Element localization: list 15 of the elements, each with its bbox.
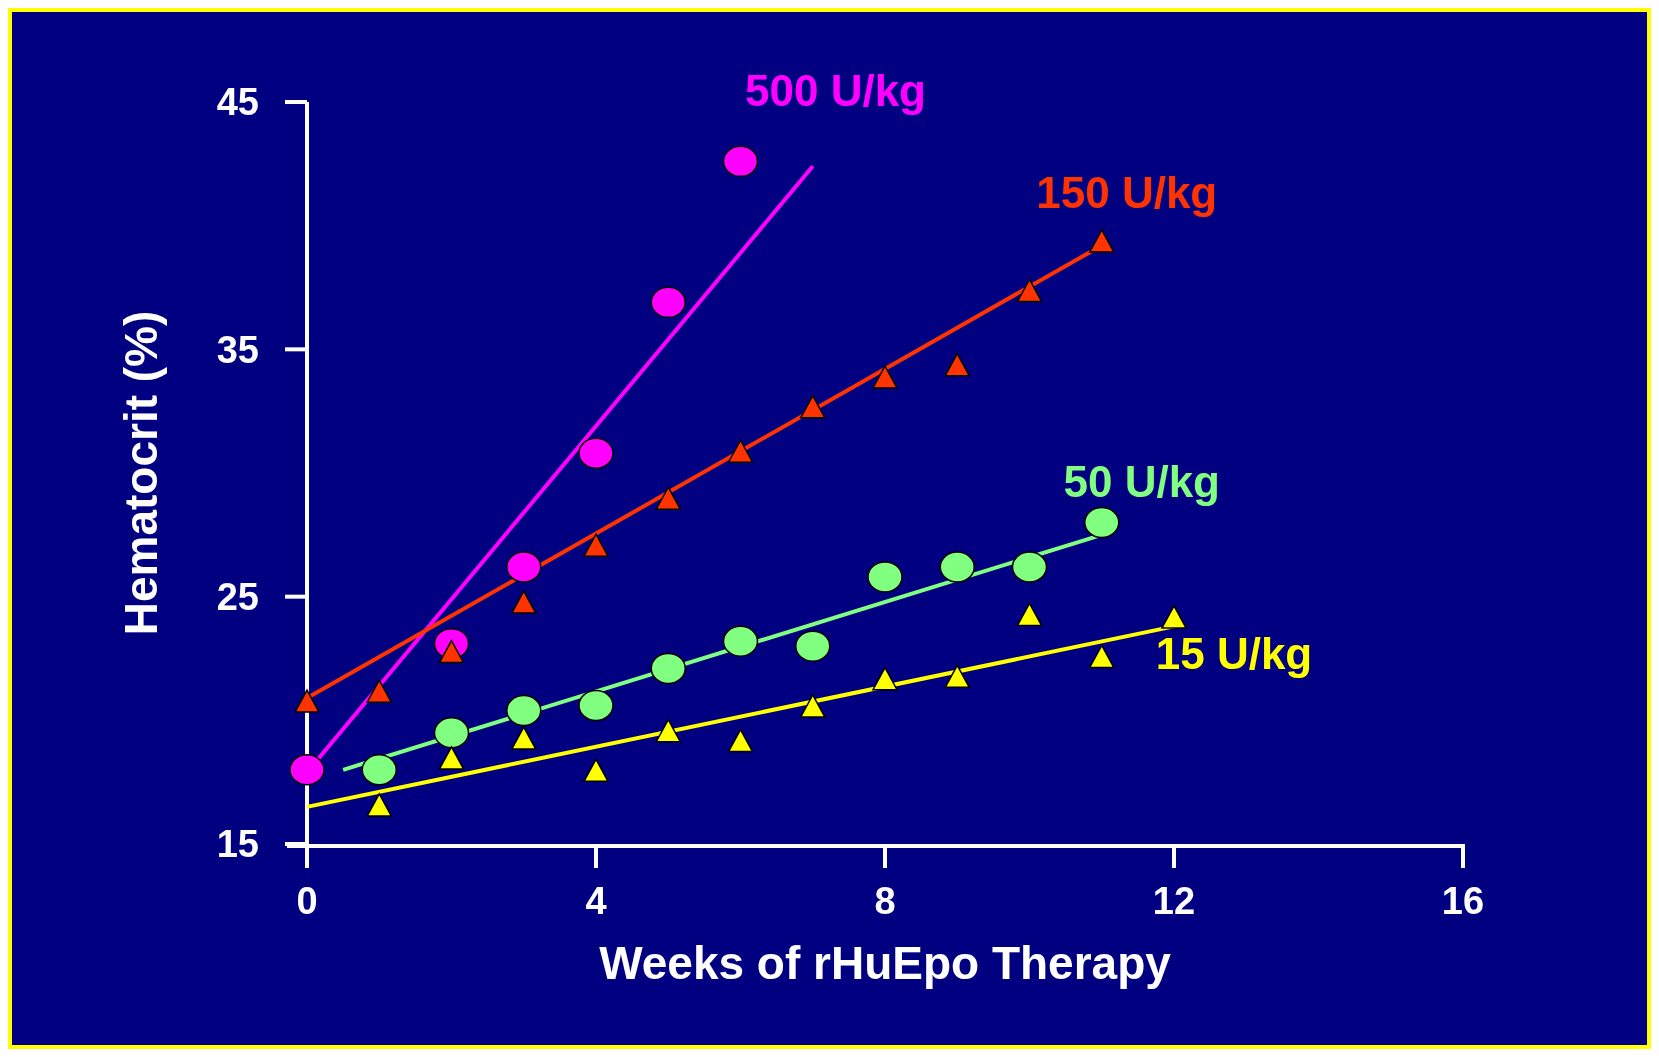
series-label: 150 U/kg [1036,167,1218,217]
x-tick-label: 12 [1152,880,1196,922]
series-label: 500 U/kg [745,66,926,116]
x-tick-label: 4 [585,880,607,922]
y-tick-label: 25 [216,575,259,618]
y-tick-label: 35 [216,328,259,371]
x-tick-label: 16 [1441,880,1485,922]
y-tick-label: 15 [216,823,259,866]
series-label: 50 U/kg [1063,457,1221,507]
x-tick-label: 0 [296,880,318,922]
x-axis-title: Weeks of rHuEpo Therapy [599,937,1172,989]
y-tick-label: 45 [216,81,259,124]
y-axis-title: Hematocrit (%) [115,310,167,636]
x-tick-label: 8 [874,880,896,922]
series-label: 15 U/kg [1155,628,1313,678]
